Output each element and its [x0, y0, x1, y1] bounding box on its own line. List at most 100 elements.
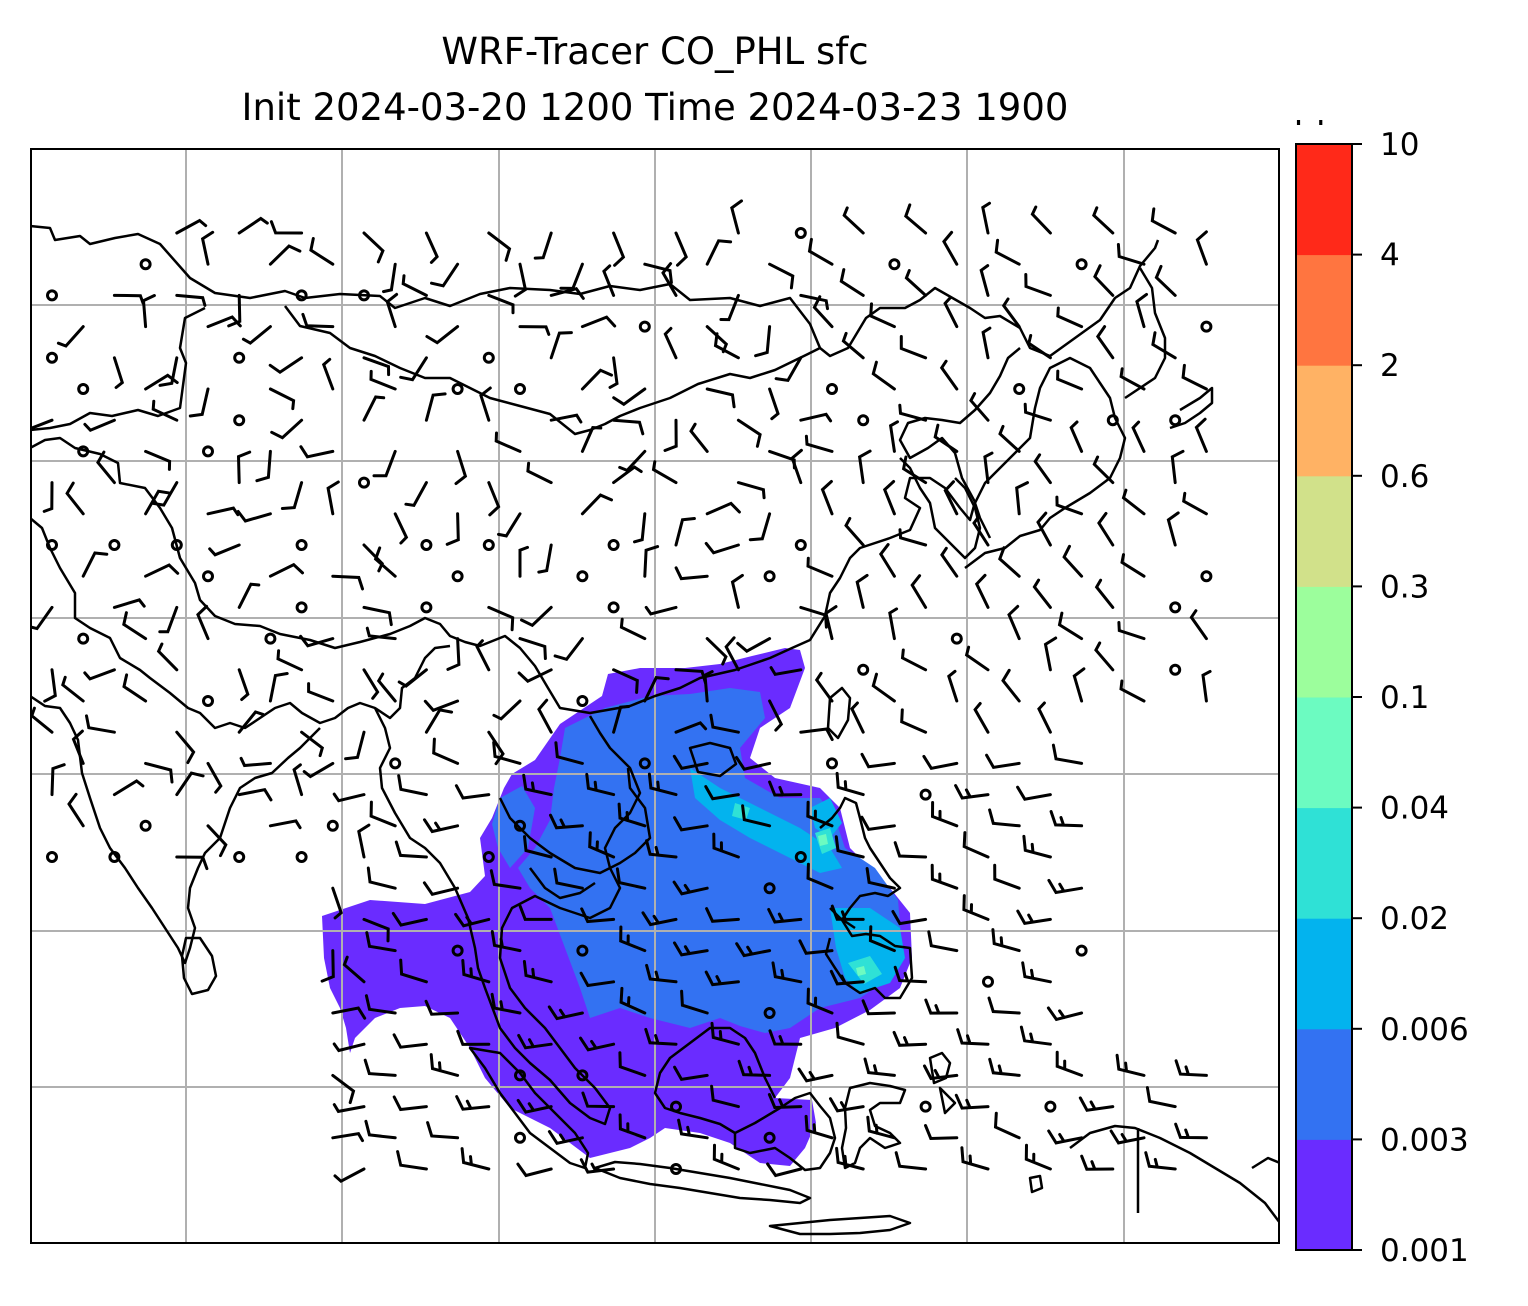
colorbar-tick-label: 0.003: [1380, 1122, 1469, 1158]
wind-barb-icon: [1116, 243, 1146, 266]
wind-barb-icon: [641, 911, 678, 927]
wind-barb-icon: [799, 293, 829, 311]
wind-barb-icon: [1036, 511, 1052, 547]
wind-barb-icon: [366, 866, 397, 890]
wind-barb-icon: [61, 675, 85, 703]
wind-barb-icon: [768, 387, 780, 421]
wind-barb-icon: [891, 910, 928, 926]
wind-barb-icon: [268, 672, 289, 703]
calm-wind-circle-icon: [794, 851, 807, 863]
calm-wind-circle-icon: [670, 1100, 682, 1113]
wind-barb-icon: [1119, 679, 1146, 703]
wind-barb-icon: [533, 231, 553, 260]
wind-barb-icon: [703, 670, 714, 703]
wind-barb-icon: [547, 1130, 584, 1145]
wind-barb-icon: [835, 1021, 865, 1046]
wind-barb-icon: [43, 668, 57, 703]
calm-wind-circle-icon: [170, 539, 183, 551]
calm-wind-circle-icon: [295, 601, 308, 614]
wind-barb-icon: [1150, 207, 1177, 235]
wind-barb-icon: [362, 668, 380, 700]
wind-barb-icon: [426, 1121, 460, 1140]
wind-barb-icon: [612, 465, 643, 485]
wind-barb-icon: [942, 230, 959, 266]
wind-barb-icon: [585, 772, 616, 797]
calm-wind-circle-icon: [1200, 320, 1213, 333]
wind-barb-icon: [489, 869, 522, 890]
wind-barb-icon: [892, 1030, 928, 1047]
wind-barb-icon: [268, 387, 296, 411]
colorbar-band: [1296, 697, 1352, 809]
wind-barb-icon: [237, 788, 273, 802]
wind-barb-icon: [424, 999, 460, 1016]
colorbar-tick-label: 0.1: [1380, 680, 1429, 716]
calm-wind-circle-icon: [1075, 258, 1088, 271]
wind-barb-icon: [993, 863, 1021, 890]
wind-barb-icon: [1166, 511, 1180, 547]
wind-barb-icon: [461, 959, 491, 984]
wind-barb-icon: [663, 418, 678, 452]
wind-barb-icon: [834, 835, 865, 859]
wind-barb-icon: [1015, 481, 1029, 516]
calm-wind-circle-icon: [763, 1131, 776, 1144]
wind-barb-icon: [255, 449, 272, 483]
wind-barb-icon: [516, 1098, 553, 1114]
wind-barb-icon: [736, 637, 772, 654]
wind-barb-icon: [619, 617, 647, 641]
wind-barb-icon: [1023, 402, 1052, 422]
wind-barb-icon: [206, 315, 242, 329]
wind-barb-icon: [96, 450, 116, 485]
wind-barb-icon: [547, 1005, 584, 1021]
wind-barb-icon: [326, 480, 340, 516]
wind-barb-icon: [674, 231, 688, 267]
wind-barb-icon: [549, 413, 583, 424]
wind-barb-icon: [661, 262, 678, 297]
wind-barb-icon: [517, 1034, 553, 1050]
calm-wind-circle-icon: [482, 351, 495, 364]
wind-barb-icon: [673, 941, 709, 957]
wind-barb-icon: [814, 671, 834, 703]
wind-barb-icon: [549, 286, 585, 300]
calm-wind-circle-icon: [295, 851, 308, 863]
wind-barb-icon: [893, 841, 928, 859]
wind-barb-icon: [373, 546, 397, 578]
colorbar-band: [1296, 475, 1352, 587]
wind-barb-icon: [518, 904, 553, 921]
wind-barb-icon: [724, 636, 740, 672]
wind-barb-icon: [112, 356, 125, 389]
wind-barb-icon: [391, 911, 428, 927]
wind-barb-icon: [523, 835, 553, 859]
wind-barb-icon: [112, 598, 146, 609]
wind-barb-icon: [768, 262, 795, 290]
colorbar-band: [1296, 1139, 1352, 1251]
wind-barb-icon: [580, 368, 613, 391]
wind-barb-icon: [991, 928, 1021, 953]
wind-barb-icon: [899, 335, 928, 360]
wind-barb-field: [30, 199, 1212, 1184]
wind-barb-icon: [888, 420, 899, 453]
wind-barb-icon: [754, 325, 772, 358]
wind-barb-icon: [797, 1067, 834, 1083]
wind-barb-icon: [342, 955, 366, 984]
wind-barb-icon: [904, 203, 928, 235]
calm-wind-circle-icon: [638, 320, 651, 333]
wind-barb-icon: [612, 387, 647, 407]
wind-barb-icon: [705, 637, 728, 666]
wind-barb-icon: [492, 741, 522, 765]
wind-barb-icon: [812, 295, 834, 329]
calm-wind-circle-icon: [46, 539, 58, 551]
wind-barb-icon: [766, 1162, 803, 1178]
wind-barb-icon: [321, 357, 335, 391]
calm-wind-markers: [46, 227, 1213, 1175]
wind-barb-icon: [1189, 609, 1208, 641]
wind-barb-icon: [645, 963, 678, 984]
wind-barb-icon: [518, 637, 547, 660]
wind-barb-icon: [1072, 667, 1086, 703]
calm-wind-circle-icon: [514, 1131, 526, 1144]
wind-barb-icon: [497, 512, 522, 538]
wind-barb-icon: [1056, 306, 1084, 329]
wind-barb-icon: [422, 881, 460, 897]
calm-wind-circle-icon: [77, 445, 90, 458]
wind-barb-icon: [924, 998, 959, 1015]
calm-wind-circle-icon: [139, 258, 152, 271]
